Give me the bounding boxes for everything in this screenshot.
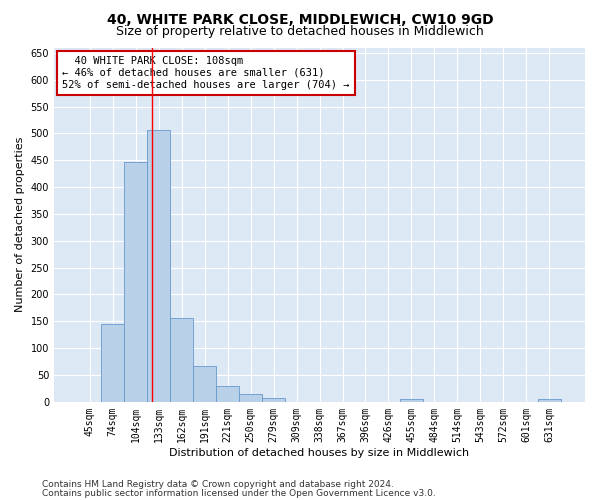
Text: 40 WHITE PARK CLOSE: 108sqm
← 46% of detached houses are smaller (631)
52% of se: 40 WHITE PARK CLOSE: 108sqm ← 46% of det… bbox=[62, 56, 350, 90]
Text: Contains public sector information licensed under the Open Government Licence v3: Contains public sector information licen… bbox=[42, 490, 436, 498]
Text: Contains HM Land Registry data © Crown copyright and database right 2024.: Contains HM Land Registry data © Crown c… bbox=[42, 480, 394, 489]
Bar bbox=[193, 366, 216, 402]
X-axis label: Distribution of detached houses by size in Middlewich: Distribution of detached houses by size … bbox=[169, 448, 470, 458]
Bar bbox=[170, 318, 193, 402]
Bar bbox=[147, 130, 170, 402]
Bar bbox=[101, 324, 124, 402]
Bar bbox=[538, 399, 561, 402]
Text: Size of property relative to detached houses in Middlewich: Size of property relative to detached ho… bbox=[116, 25, 484, 38]
Text: 40, WHITE PARK CLOSE, MIDDLEWICH, CW10 9GD: 40, WHITE PARK CLOSE, MIDDLEWICH, CW10 9… bbox=[107, 12, 493, 26]
Bar bbox=[400, 399, 423, 402]
Bar bbox=[124, 162, 147, 402]
Bar bbox=[216, 386, 239, 402]
Bar bbox=[262, 398, 285, 402]
Bar bbox=[239, 394, 262, 402]
Y-axis label: Number of detached properties: Number of detached properties bbox=[15, 137, 25, 312]
